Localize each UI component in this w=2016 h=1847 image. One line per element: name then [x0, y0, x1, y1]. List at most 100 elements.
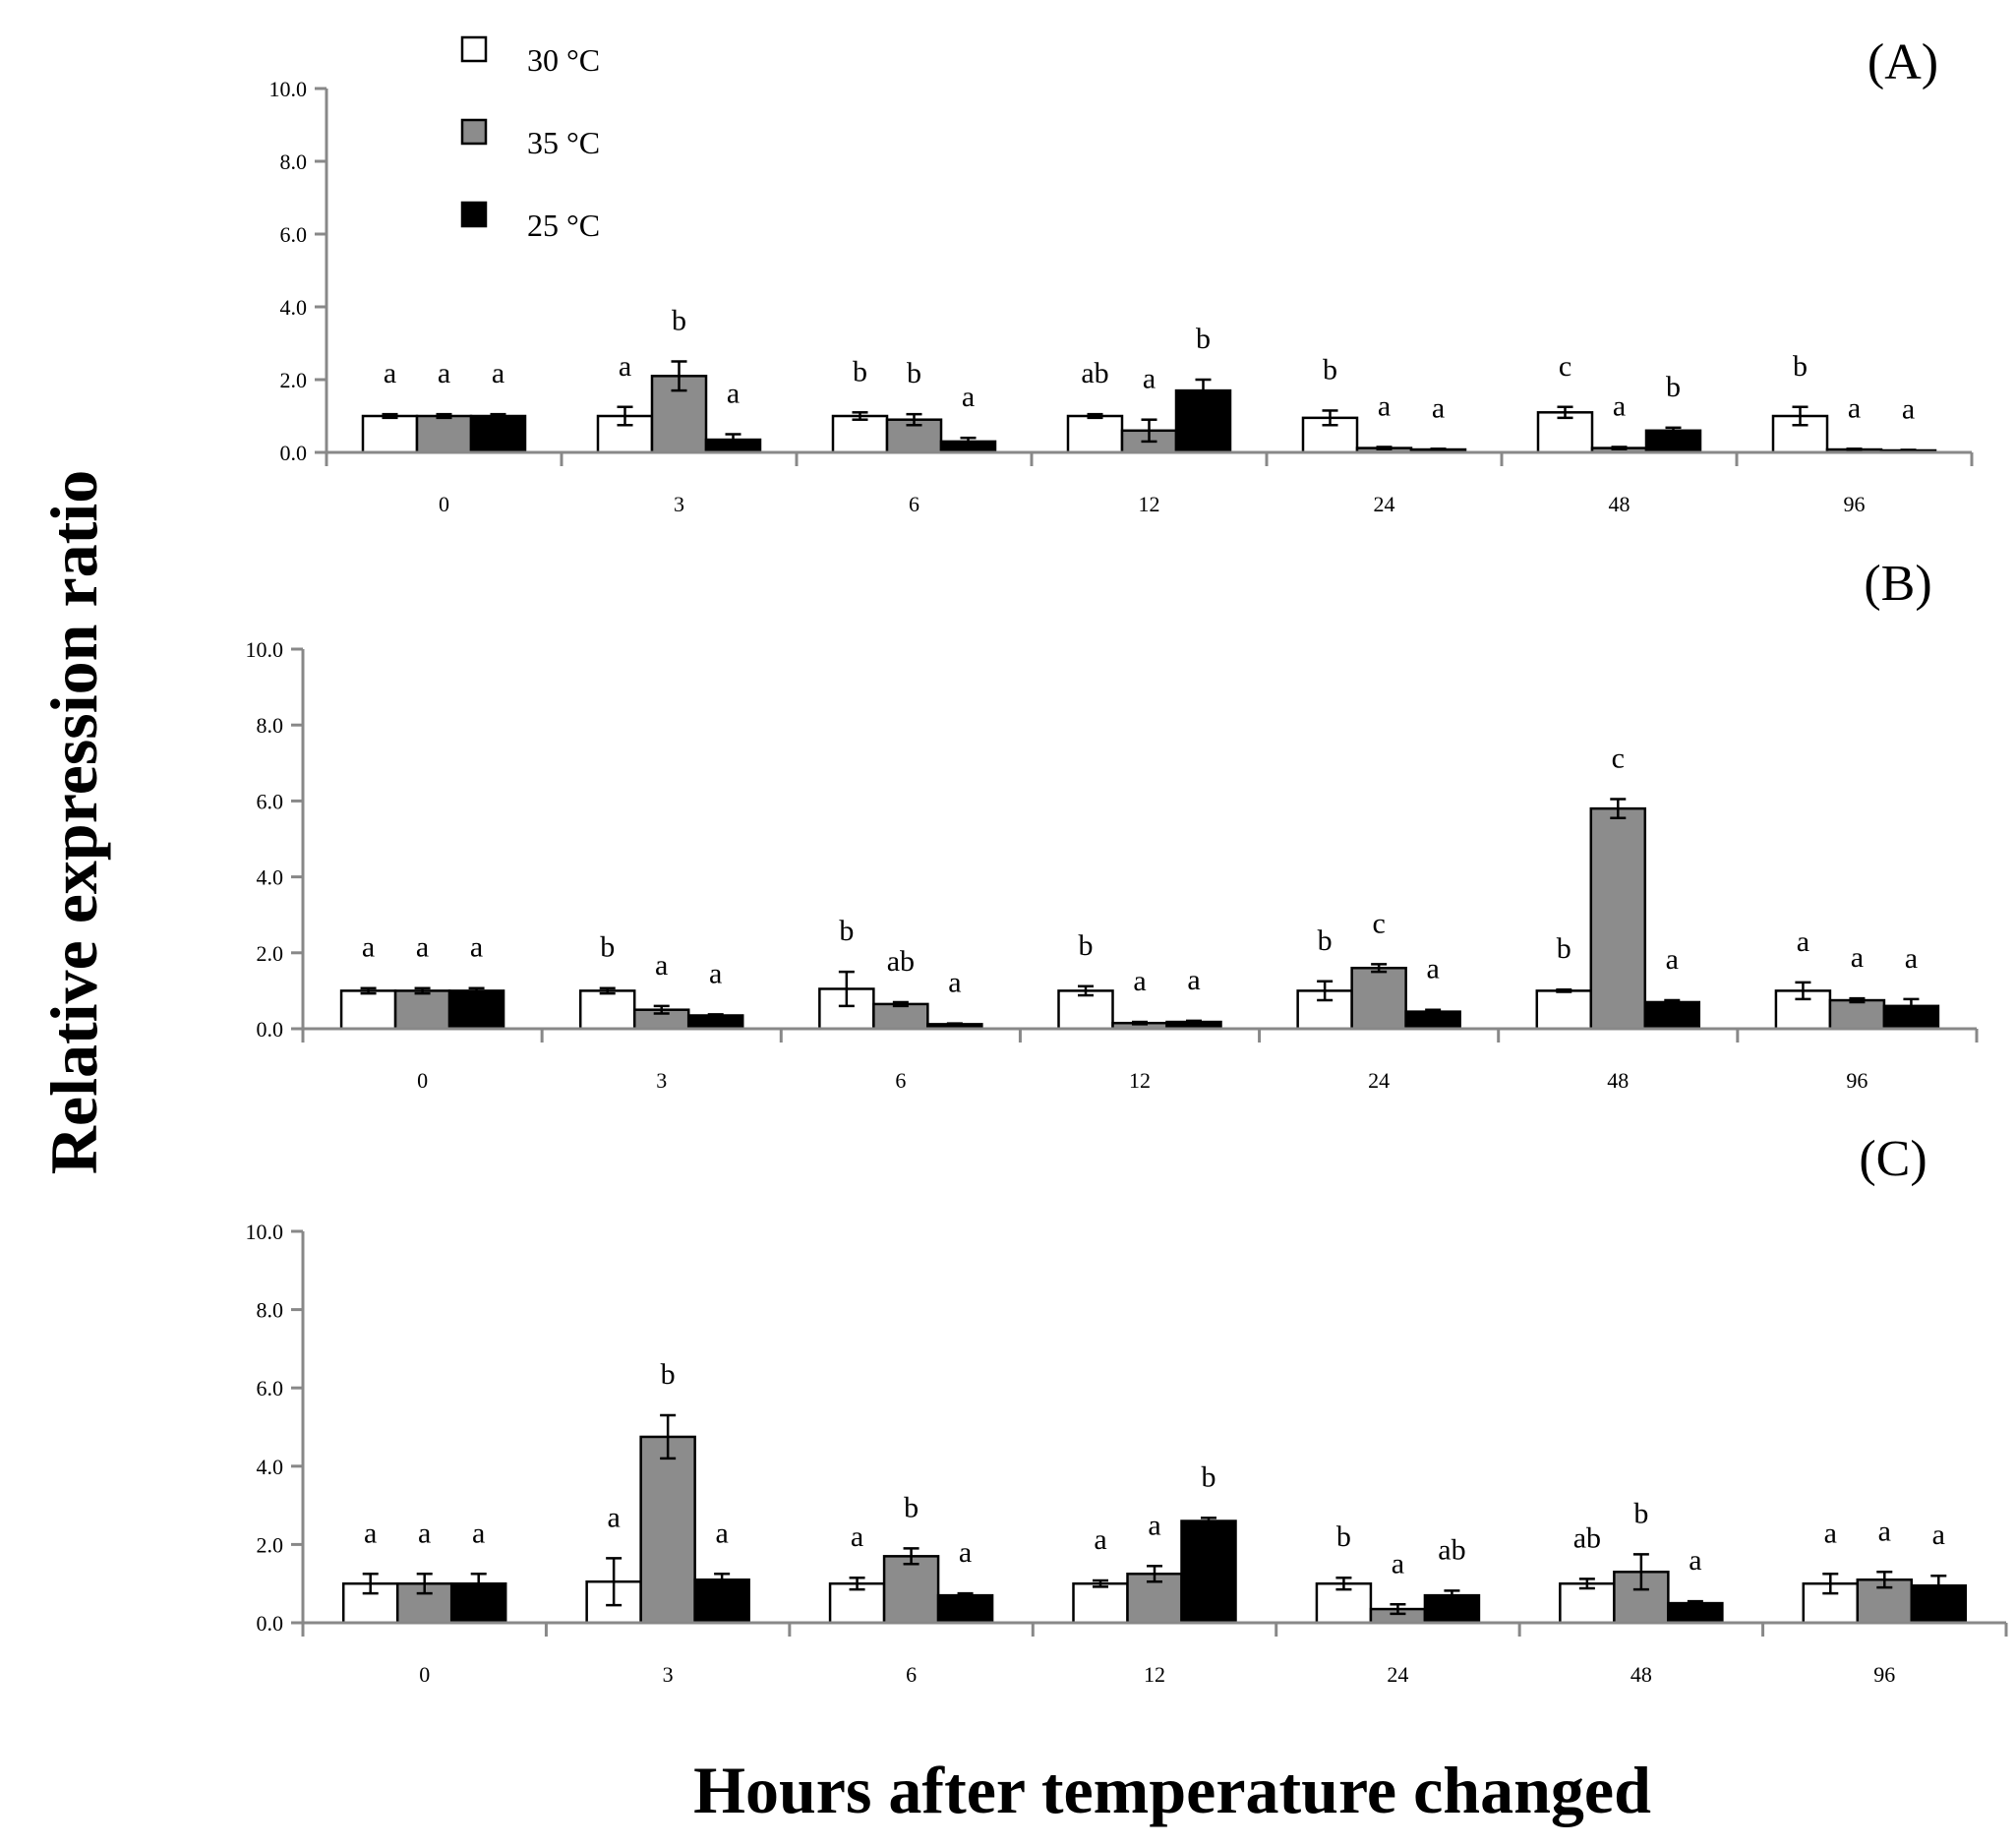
y-tick-label-c: 2.0 [257, 1532, 284, 1557]
bar-b-12-s0 [1057, 989, 1114, 1031]
x-tick-label-b: 0 [417, 1068, 428, 1093]
sig-letter-a-6-s0: b [853, 355, 867, 387]
sig-letter-c-12-s2: b [1202, 1460, 1216, 1493]
bar-a-0-s2 [469, 414, 527, 454]
y-tick-label-a: 6.0 [280, 222, 308, 247]
x-tick-label-c: 96 [1873, 1662, 1895, 1687]
x-tick-label-a: 0 [439, 492, 449, 516]
bar-b-0-s2 [447, 989, 505, 1031]
sig-letter-b-0-s2: a [470, 931, 483, 964]
y-tick-label-c: 8.0 [257, 1298, 284, 1323]
bar-a-0-s0 [361, 414, 419, 454]
x-tick-label-a: 24 [1374, 492, 1395, 516]
bar-b-0-s1 [393, 989, 451, 1031]
sig-letter-a-48-s1: a [1613, 389, 1626, 422]
sig-letter-b-96-s0: a [1797, 925, 1809, 958]
sig-letter-a-0-s0: a [384, 357, 396, 389]
bar-c-3-s1 [639, 1435, 696, 1625]
legend: 30 °C 35 °C 25 °C [460, 35, 600, 243]
sig-letter-a-48-s0: c [1559, 350, 1571, 383]
sig-letter-b-24-s2: a [1426, 953, 1439, 985]
bar-a-12-s0 [1066, 414, 1124, 454]
y-tick-label-a: 8.0 [280, 149, 308, 174]
sig-letter-c-24-s0: b [1336, 1520, 1351, 1553]
legend-swatch-30c [460, 35, 488, 63]
bar-b-96-s1 [1828, 998, 1886, 1031]
sig-letter-c-96-s0: a [1824, 1517, 1837, 1549]
x-tick-label-a: 6 [909, 492, 919, 516]
y-tick-label-c: 0.0 [257, 1611, 284, 1636]
legend-label-30c: 30 °C [527, 42, 600, 78]
y-tick-label-a: 4.0 [280, 295, 308, 320]
sig-letter-c-48-s0: ab [1573, 1521, 1601, 1554]
sig-letter-a-96-s1: a [1848, 391, 1861, 424]
panel-label-a: (A) [1868, 34, 1938, 90]
sig-letter-b-12-s2: a [1187, 964, 1200, 996]
sig-letter-a-12-s2: b [1196, 323, 1211, 355]
legend-label-25c: 25 °C [527, 208, 600, 243]
x-tick-label-b: 6 [895, 1068, 906, 1093]
bar-b-48-s1 [1589, 806, 1647, 1031]
x-tick-label-b: 12 [1129, 1068, 1151, 1093]
sig-letter-b-48-s0: b [1557, 932, 1571, 965]
y-tick-label-a: 10.0 [269, 77, 308, 101]
x-tick-label-a: 96 [1844, 492, 1866, 516]
sig-letter-c-6-s1: b [904, 1491, 919, 1523]
bar-b-3-s0 [578, 989, 636, 1031]
sig-letter-b-48-s2: a [1666, 943, 1679, 976]
y-tick-label-a: 2.0 [280, 368, 308, 392]
legend-label-35c: 35 °C [527, 125, 600, 160]
sig-letter-a-48-s2: b [1666, 371, 1681, 403]
sig-letter-a-3-s2: a [727, 378, 740, 410]
x-tick-label-b: 96 [1846, 1068, 1868, 1093]
sig-letter-a-12-s0: ab [1081, 357, 1108, 389]
sig-letter-c-0-s0: a [364, 1517, 377, 1549]
sig-letter-b-24-s1: c [1372, 907, 1385, 939]
bar-c-6-s2 [936, 1593, 994, 1625]
sig-letter-c-0-s2: a [472, 1517, 485, 1549]
sig-letter-c-12-s1: a [1148, 1509, 1160, 1541]
legend-swatch-35c [460, 118, 488, 146]
bar-a-6-s0 [831, 414, 889, 454]
sig-letter-c-6-s2: a [959, 1536, 972, 1569]
y-tick-label-b: 8.0 [257, 713, 284, 738]
sig-letter-a-6-s1: b [907, 357, 921, 389]
x-tick-label-a: 12 [1139, 492, 1160, 516]
bar-a-0-s1 [415, 414, 473, 454]
y-tick-label-b: 4.0 [257, 865, 284, 890]
sig-letter-a-12-s1: a [1143, 363, 1156, 395]
sig-letter-c-96-s2: a [1932, 1519, 1945, 1551]
y-tick-label-c: 4.0 [257, 1455, 284, 1479]
sig-letter-a-96-s2: a [1902, 392, 1915, 425]
sig-letter-b-6-s1: ab [887, 945, 915, 978]
x-tick-label-c: 48 [1631, 1662, 1652, 1687]
y-tick-label-a: 0.0 [280, 441, 308, 465]
bar-b-48-s2 [1643, 1000, 1701, 1031]
y-axis-title: Relative expression ratio [36, 470, 111, 1174]
sig-letter-c-48-s2: a [1689, 1544, 1701, 1577]
bar-b-6-s1 [872, 1002, 929, 1031]
bar-b-0-s0 [339, 989, 397, 1031]
sig-letter-b-96-s2: a [1905, 942, 1918, 975]
sig-letter-c-3-s1: b [661, 1358, 676, 1391]
sig-letter-a-24-s2: a [1432, 391, 1445, 424]
sig-letter-b-48-s1: c [1612, 742, 1625, 774]
x-tick-label-a: 48 [1609, 492, 1631, 516]
bar-c-3-s2 [693, 1578, 750, 1625]
sig-letter-b-0-s0: a [362, 931, 375, 964]
panel-label-b: (B) [1864, 556, 1931, 612]
sig-letter-c-24-s2: ab [1438, 1533, 1465, 1566]
legend-swatch-25c [460, 201, 488, 228]
x-tick-label-c: 3 [663, 1662, 674, 1687]
sig-letter-a-24-s0: b [1323, 353, 1337, 386]
x-tick-label-c: 12 [1144, 1662, 1165, 1687]
sig-letter-b-6-s0: b [839, 915, 854, 947]
sig-letter-b-3-s0: b [600, 931, 615, 964]
sig-letter-c-6-s0: a [851, 1520, 863, 1553]
sig-letter-b-96-s1: a [1851, 941, 1864, 974]
